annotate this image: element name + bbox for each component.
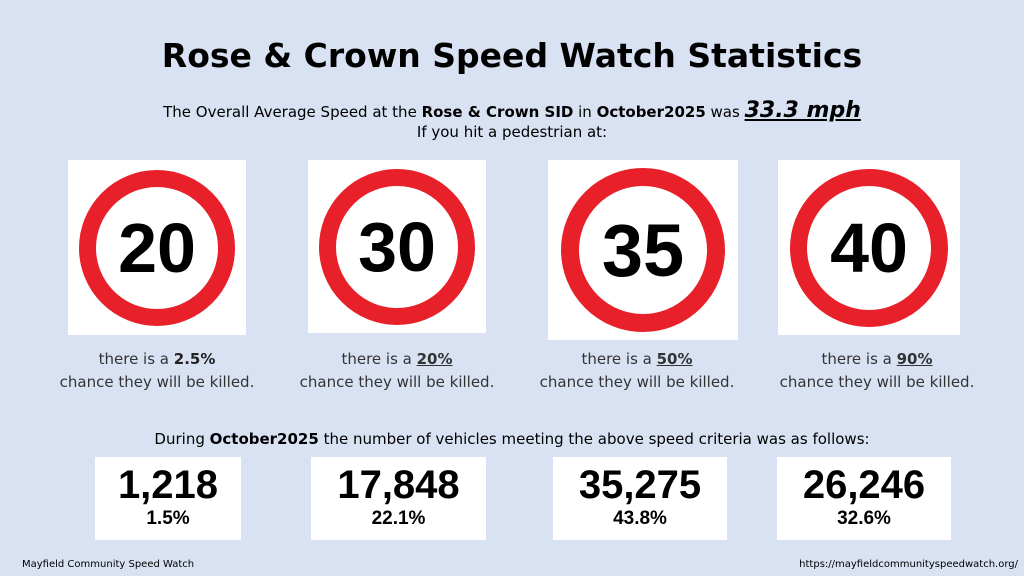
footer-url[interactable]: https://mayfieldcommunityspeedwatch.org/ — [799, 559, 1018, 570]
text: During — [154, 430, 210, 448]
count-box-30: 17,848 22.1% — [311, 457, 486, 540]
text: chance they will be killed. — [299, 373, 495, 391]
caption-40: there is a 90% chance they will be killed… — [777, 348, 977, 394]
text: there is a — [821, 350, 897, 368]
speed-limit: 20 — [79, 169, 235, 326]
caption-20: there is a 2.5% chance they will be kille… — [57, 348, 257, 394]
text: there is a — [341, 350, 417, 368]
month: October2025 — [209, 430, 319, 448]
count-box-35: 35,275 43.8% — [553, 457, 727, 540]
month: October2025 — [596, 103, 706, 121]
text: was — [705, 103, 745, 121]
average-speed: 33.3 mph — [744, 98, 861, 123]
text: chance they will be killed. — [779, 373, 975, 391]
speed-sign-20: 20 — [68, 160, 246, 335]
fatality-pct: 2.5% — [173, 350, 216, 368]
fatality-pct: 20% — [416, 350, 453, 368]
speed-sign-30: 30 — [308, 160, 486, 333]
vehicle-pct: 22.1% — [371, 508, 426, 529]
caption-30: there is a 20% chance they will be killed… — [297, 348, 497, 394]
text: the number of vehicles meeting the above… — [318, 430, 870, 448]
text: there is a — [581, 350, 657, 368]
vehicle-pct: 43.8% — [613, 508, 667, 529]
fatality-pct: 50% — [656, 350, 693, 368]
vehicle-count-intro: During October2025 the number of vehicle… — [0, 430, 1024, 448]
speed-sign-40: 40 — [778, 160, 960, 335]
pedestrian-line: If you hit a pedestrian at: — [416, 123, 608, 141]
vehicle-count: 17,848 — [337, 463, 460, 507]
page-title: Rose & Crown Speed Watch Statistics — [161, 36, 863, 75]
speed-limit: 35 — [561, 168, 725, 332]
count-box-40: 26,246 32.6% — [777, 457, 951, 540]
fatality-pct: 90% — [896, 350, 933, 368]
text: chance they will be killed. — [539, 373, 735, 391]
text: chance they will be killed. — [59, 373, 255, 391]
speed-limit: 30 — [319, 168, 475, 325]
text: there is a — [98, 350, 174, 368]
footer-org: Mayfield Community Speed Watch — [22, 559, 195, 570]
text: in — [573, 103, 597, 121]
vehicle-pct: 1.5% — [146, 508, 190, 529]
speed-limit: 40 — [790, 168, 948, 327]
average-speed-statement: The Overall Average Speed at the Rose & … — [0, 98, 1024, 142]
caption-35: there is a 50% chance they will be killed… — [537, 348, 737, 394]
count-box-20: 1,218 1.5% — [95, 457, 241, 540]
text: The Overall Average Speed at the — [163, 103, 422, 121]
vehicle-count: 26,246 — [802, 463, 926, 507]
vehicle-pct: 32.6% — [837, 508, 891, 529]
vehicle-count: 35,275 — [578, 463, 702, 507]
vehicle-count: 1,218 — [117, 463, 219, 507]
speed-sign-35: 35 — [548, 160, 738, 340]
site-name: Rose & Crown SID — [421, 103, 574, 121]
